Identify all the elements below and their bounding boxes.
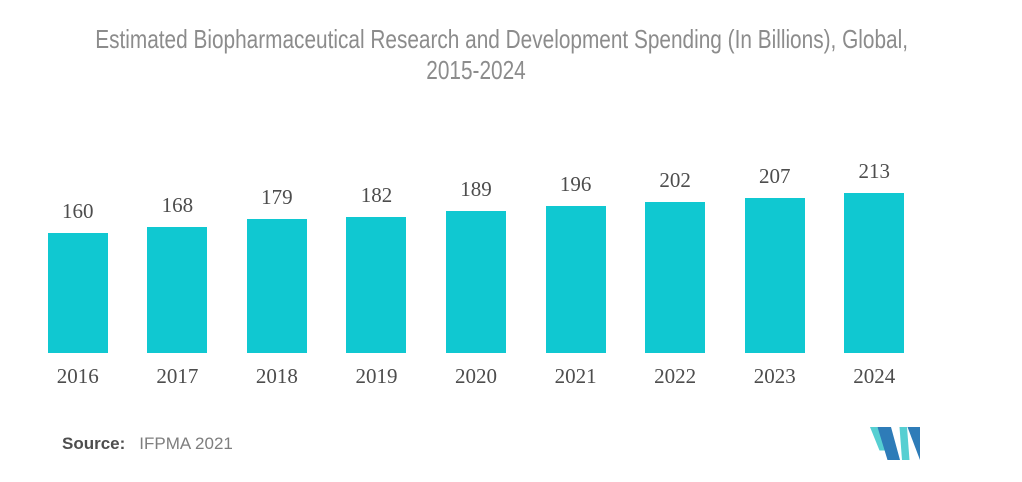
chart-title-line2: 2015-2024 (426, 55, 526, 85)
bar-group-2019: 182 2019 (327, 159, 427, 391)
bar-group-2021: 196 2021 (526, 159, 626, 391)
bar (246, 218, 307, 353)
x-axis-tick-label: 2017 (156, 364, 199, 388)
bar-group-2020: 189 2020 (426, 159, 526, 391)
source-note: Source: IFPMA 2021 (62, 434, 233, 454)
bar (47, 233, 108, 353)
bar-group-2018: 179 2018 (227, 159, 327, 391)
bar (744, 197, 805, 353)
bar-group-2022: 202 2022 (625, 159, 725, 391)
bar (446, 211, 507, 353)
bar-value-label: 213 (858, 159, 891, 184)
bar-group-2016: 160 2016 (28, 159, 128, 391)
x-axis-tick-label: 2021 (554, 364, 597, 388)
bar (147, 227, 208, 353)
source-value: IFPMA 2021 (139, 434, 233, 453)
logo-left-teal-stroke (870, 427, 887, 451)
bar-chart-plot-area: 160 2016 168 2017 179 2018 182 2019 189 2020 196 20… (28, 159, 924, 391)
x-axis-tick-label: 2019 (355, 364, 398, 388)
x-axis-tick-label: 2016 (56, 364, 99, 388)
x-axis-tick-label: 2024 (853, 364, 896, 388)
chart-title-line1: Estimated Biopharmaceutical Research and… (95, 24, 908, 54)
x-axis-tick-label: 2022 (654, 364, 697, 388)
bar-group-2017: 168 2017 (128, 159, 228, 391)
logo-right-teal-bar (899, 427, 910, 460)
bar-value-label: 182 (360, 182, 393, 207)
bar-value-label: 189 (460, 177, 492, 202)
x-axis-tick-label: 2020 (455, 364, 498, 388)
source-label: Source: (62, 434, 126, 453)
bar-value-label: 207 (758, 163, 791, 188)
bar (545, 206, 606, 353)
bar-group-2023: 207 2023 (725, 159, 825, 391)
bar-value-label: 160 (62, 199, 94, 223)
bar-value-label: 168 (161, 193, 194, 217)
bar (645, 201, 706, 353)
bar-group-2024: 213 2024 (825, 159, 925, 391)
bar-value-label: 196 (559, 172, 592, 196)
x-axis-tick-label: 2023 (753, 364, 796, 388)
chart-title: Estimated Biopharmaceutical Research and… (95, 24, 908, 86)
x-axis-tick-label: 2018 (255, 364, 298, 388)
bar (844, 193, 905, 353)
bar-value-label: 179 (261, 184, 293, 209)
logo-right-blue-triangle (907, 427, 920, 460)
bar (346, 216, 407, 353)
logo-main-blue-diagonal (877, 427, 900, 460)
mordor-intelligence-logo (870, 427, 920, 460)
bar-value-label: 202 (659, 167, 691, 192)
